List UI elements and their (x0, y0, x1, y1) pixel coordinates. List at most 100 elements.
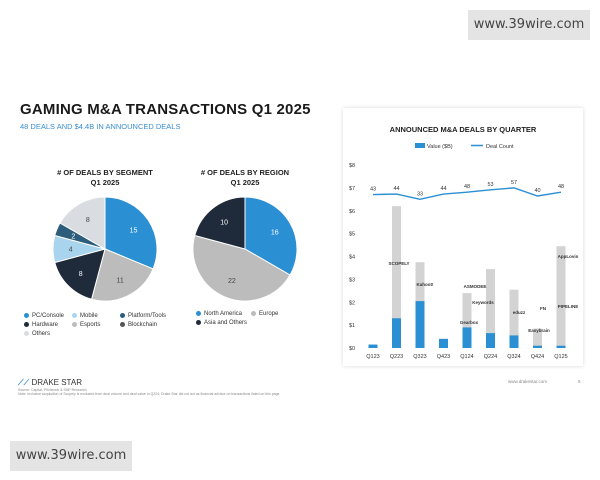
region-slice-asia-and-others (194, 196, 246, 250)
legend-value-label: Value ($B) (427, 144, 453, 150)
region-slice-europe (192, 234, 291, 302)
footer-url: www.drakestar.com (508, 379, 548, 384)
legend-dot (196, 311, 201, 316)
region-legend-europe: Europe (251, 311, 278, 317)
deal-logo-applovin: AppLovin (558, 254, 579, 259)
bar-total-q125 (556, 246, 566, 348)
segment-label-mobile: 4 (69, 247, 73, 254)
legend-label: Hardware (32, 322, 59, 329)
segment-legend-esports: Esports (72, 322, 100, 328)
segment-pie-subtitle: Q1 2025 (90, 178, 120, 187)
drake-star-logo: ⟋⟋ DRAKE STAR (18, 378, 82, 387)
deal-logo-kahoot: Kahoot! (417, 282, 434, 287)
segment-label-esports: 11 (117, 277, 124, 284)
deal-count-label-q424: 40 (534, 188, 540, 194)
deal-logo-eduzz: eduzz (513, 310, 526, 315)
legend-label: Mobile (80, 313, 98, 320)
deal-count-label-q324: 57 (511, 180, 517, 186)
bar-value-q124 (462, 327, 472, 348)
deal-count-line (372, 187, 562, 201)
bar-value-q423 (439, 338, 448, 348)
drake-star-logo-text: DRAKE STAR (31, 378, 82, 387)
legend-label: North America (204, 311, 243, 318)
region-label-north-america: 16 (271, 229, 279, 236)
deal-logo-scopely: SCOPELY (388, 261, 409, 266)
bar-value-q424 (533, 345, 542, 348)
region-label-asia-and-others: 10 (220, 219, 228, 226)
quarterly-deals-panel: ANNOUNCED M&A DEALS BY QUARTER Value ($B)… (343, 108, 583, 366)
segment-slice-others (59, 196, 106, 250)
watermark-bottom: www.39wire.com (10, 441, 132, 471)
segment-slice-hardware (54, 248, 106, 300)
segment-legend-pc-console: PC/Console (24, 313, 64, 319)
segment-label-others: 8 (86, 217, 90, 224)
legend-dot (72, 313, 77, 318)
x-tick-q324: Q324 (507, 354, 520, 360)
y-tick-label: $8 (349, 163, 355, 169)
segment-legend: PC/Console Mobile Platform/Tools Hardware Es… (24, 313, 184, 343)
legend-label: Others (32, 331, 51, 338)
y-tick-label: $1 (349, 323, 355, 329)
legend-label: Platform/Tools (128, 313, 167, 320)
bar-total-q424 (533, 328, 542, 348)
x-tick-q224: Q224 (484, 354, 497, 360)
bar-value-q323 (415, 301, 425, 348)
legend-dot (251, 311, 256, 316)
segment-legend-platform-tools: Platform/Tools (120, 313, 166, 319)
legend-count-label: Deal Count (486, 144, 514, 150)
legend-label: Blockchain (128, 322, 158, 329)
bar-value-q324 (509, 335, 519, 348)
segment-slice-pc-console (104, 196, 158, 270)
bar-total-q224 (486, 269, 495, 348)
segment-legend-others: Others (24, 331, 50, 337)
bar-total-q223 (392, 206, 401, 348)
bar-value-q224 (486, 333, 495, 348)
segment-pie-chart: 15 11 8 4 2 8 (52, 196, 158, 302)
region-pie-subtitle: Q1 2025 (230, 178, 260, 187)
y-tick-label: $5 (349, 232, 355, 238)
deal-count-label-q124: 48 (464, 184, 470, 190)
deal-count-label-q125: 48 (558, 184, 564, 190)
region-slice-north-america (244, 196, 298, 276)
segment-pie-title-block: # OF DEALS BY SEGMENT Q1 2025 (45, 168, 165, 188)
legend-label: PC/Console (32, 313, 65, 320)
bar-value-q125 (556, 345, 566, 348)
deal-count-label-q123: 43 (370, 187, 376, 193)
x-tick-q124: Q124 (460, 354, 473, 360)
region-label-europe: 22 (228, 278, 236, 285)
y-tick-label: $3 (349, 277, 355, 283)
footer-source-line: Source: Capital, Pitchbook & SNP Researc… (18, 388, 87, 392)
legend-dot (24, 331, 29, 336)
bar-total-q124 (462, 293, 472, 348)
x-tick-q423: Q423 (437, 354, 450, 360)
region-pie-title: # OF DEALS BY REGION (200, 168, 290, 177)
region-pie-title-block: # OF DEALS BY REGION Q1 2025 (185, 168, 305, 188)
deal-count-label-q323: 33 (417, 191, 423, 197)
legend-label: Asia and Others (204, 320, 248, 327)
y-tick-label: $4 (349, 255, 355, 261)
deal-logo-pipeline: PIPELINE (558, 304, 579, 309)
y-tick-label: $6 (349, 209, 355, 215)
deal-count-label-q423: 44 (440, 186, 446, 192)
page-number: 5 (578, 379, 581, 384)
bar-chart-title: ANNOUNCED M&A DEALS BY QUARTER (390, 125, 537, 134)
region-legend-north-america: North America (196, 311, 242, 317)
x-tick-q424: Q424 (531, 354, 544, 360)
y-tick-label: $2 (349, 300, 355, 306)
deal-logo-gearbox: Gearbox (460, 320, 479, 325)
legend-dot (72, 322, 77, 327)
legend-dot (24, 322, 29, 327)
deal-count-label-q223: 44 (393, 186, 399, 192)
bar-value-q123 (368, 344, 378, 348)
segment-pie-title: # OF DEALS BY SEGMENT (57, 168, 153, 177)
bar-value-q223 (392, 318, 401, 348)
deal-logo-keywords: Keywords (472, 300, 494, 305)
segment-label-pc-console: 15 (130, 227, 138, 234)
quarterly-deals-chart: ANNOUNCED M&A DEALS BY QUARTER Value ($B)… (349, 125, 579, 360)
deal-logo-asmodee: ASMODEE (464, 284, 487, 289)
y-tick-label: $7 (349, 186, 355, 192)
x-tick-q123: Q123 (366, 354, 379, 360)
deal-logo-easybrain: Easybrain (528, 328, 550, 333)
legend-dot (196, 320, 201, 325)
watermark-top: www.39wire.com (468, 10, 590, 40)
